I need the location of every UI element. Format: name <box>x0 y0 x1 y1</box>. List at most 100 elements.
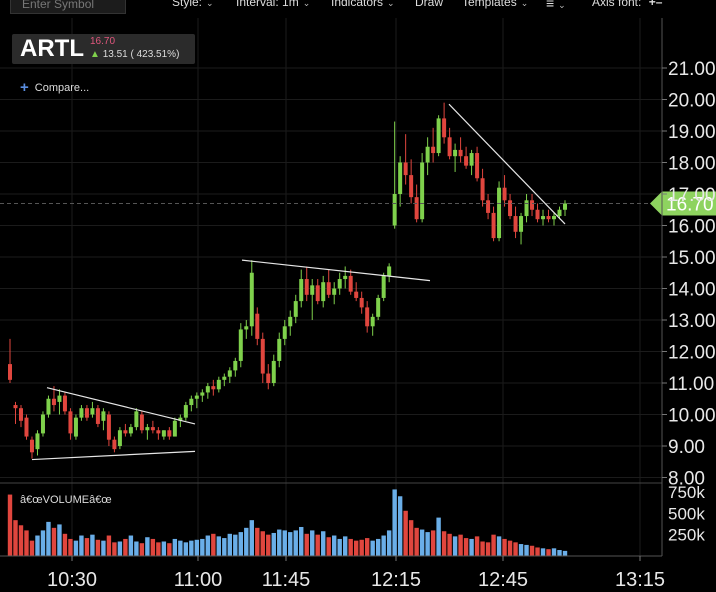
candle-body <box>321 282 326 302</box>
volume-bar <box>332 535 337 556</box>
compare-label: Compare... <box>34 82 90 94</box>
plus-icon[interactable]: + <box>648 0 656 9</box>
candle-body <box>51 398 56 406</box>
candle-body <box>128 427 133 434</box>
candle-body <box>24 417 29 437</box>
volume-bar <box>62 533 68 556</box>
volume-bar <box>189 540 194 556</box>
volume-bar <box>480 541 485 556</box>
volume-tick-label: 250k <box>668 526 705 545</box>
volume-bar <box>271 532 276 556</box>
candle-body <box>497 187 502 239</box>
templates-menu[interactable]: Templates ⌄ <box>462 0 528 9</box>
chart-grid <box>0 18 662 556</box>
volume-bar <box>304 533 309 556</box>
volume-label: â€œVOLUMEâ€œ <box>20 494 112 506</box>
volume-bar <box>128 535 134 556</box>
trendline <box>241 259 431 282</box>
chevron-down-icon: ⌄ <box>206 0 214 8</box>
candle-body <box>458 149 463 157</box>
volume-bar <box>216 536 222 556</box>
candle-body <box>84 408 89 418</box>
volume-bar <box>51 527 57 556</box>
volume-bar <box>359 539 364 556</box>
candle-body <box>354 291 359 298</box>
axis-font-control: Axis font: +– <box>592 0 662 9</box>
price-change: ▲ 13.51 ( 423.51%) <box>90 49 179 60</box>
volume-bar <box>321 531 326 556</box>
volume-bar <box>353 540 359 556</box>
candle-body <box>112 439 117 450</box>
candle-body <box>552 216 557 220</box>
candle-body <box>425 146 430 163</box>
volume-bar <box>35 535 40 556</box>
draw-menu[interactable]: Draw <box>415 0 443 9</box>
candle-body <box>282 326 287 339</box>
time-tick-label: 10:30 <box>47 569 97 591</box>
price-tick-label: 18.00 <box>668 154 716 175</box>
candle-body <box>486 200 491 213</box>
trendline <box>46 387 196 425</box>
draw-label: Draw <box>415 0 444 9</box>
candle-body <box>216 379 221 390</box>
volume-bar <box>73 540 79 556</box>
volume-bar <box>557 550 562 556</box>
candle-body <box>13 405 18 409</box>
candle-body <box>381 275 386 298</box>
candle-body <box>178 417 183 421</box>
volume-bar <box>95 539 101 556</box>
volume-bar <box>403 510 408 556</box>
volume-bar <box>551 548 557 556</box>
candle-body <box>79 408 84 418</box>
candle-body <box>370 316 375 327</box>
price-tick-label: 11.00 <box>668 374 714 395</box>
volume-bar <box>299 526 304 556</box>
volume-bar <box>485 542 491 556</box>
candle-body <box>68 411 73 434</box>
candle-body <box>255 313 260 339</box>
volume-bar <box>266 534 271 556</box>
volume-bar <box>18 525 24 556</box>
plus-icon: + <box>20 79 29 96</box>
candle-body <box>288 316 293 327</box>
candle-body <box>480 178 485 201</box>
volume-bar <box>277 529 282 556</box>
volume-bar <box>337 538 342 556</box>
indicators-menu[interactable]: Indicators ⌄ <box>331 0 395 9</box>
candle-body <box>447 137 452 157</box>
volume-bar <box>172 538 178 556</box>
candle-body <box>271 360 276 383</box>
indicators-label: Indicators <box>331 0 384 9</box>
volume-bar <box>90 534 95 556</box>
candle-body <box>90 408 95 415</box>
price-tick-label: 12.00 <box>668 343 716 364</box>
candle-body <box>238 329 243 361</box>
candle-body <box>337 279 342 289</box>
quote-badge: ARTL 16.70 ▲ 13.51 ( 423.51%) <box>12 34 195 64</box>
style-label: Style: <box>172 0 203 9</box>
compare-button[interactable]: + Compare... <box>20 79 89 96</box>
symbol-search-input[interactable]: Enter Symbol <box>10 0 126 14</box>
price-tick-label: 21.00 <box>668 59 716 80</box>
candle-body <box>453 149 458 157</box>
minus-icon[interactable]: – <box>655 0 663 9</box>
volume-bar <box>150 538 156 556</box>
candle-body <box>491 212 496 239</box>
drawn-trendlines[interactable] <box>31 103 566 461</box>
settings-menu[interactable]: ≡ ⌄ <box>546 0 566 11</box>
last-price-tag: 16.70 <box>650 191 716 216</box>
volume-bar <box>293 530 298 556</box>
candle-body <box>277 338 282 361</box>
volume-bar <box>249 520 254 556</box>
candle-body <box>436 118 441 154</box>
volume-bar <box>310 530 315 556</box>
interval-menu[interactable]: Interval: 1m ⌄ <box>236 0 310 9</box>
candle-body <box>326 282 331 295</box>
last-price: 16.70 <box>90 36 116 47</box>
price-tag-label: 16.70 <box>666 194 714 215</box>
trendline <box>448 103 566 225</box>
volume-bar <box>458 534 463 556</box>
style-menu[interactable]: Style: ⌄ <box>172 0 214 9</box>
volume-bar <box>392 489 397 556</box>
